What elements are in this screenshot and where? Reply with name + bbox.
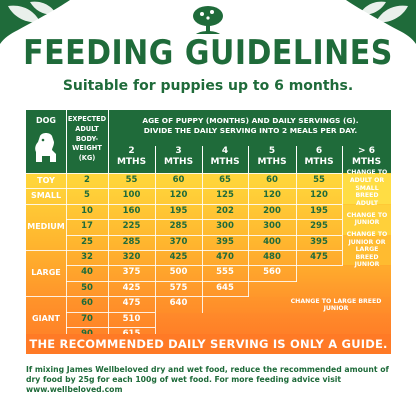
month-header-6: > 6 MTHS [351, 146, 382, 167]
serving-cell: 300 [216, 221, 234, 232]
serving-cell: 400 [263, 236, 281, 247]
serving-cell: 475 [310, 252, 328, 262]
weight-cell: 10 [81, 205, 93, 216]
tree-logo-icon [193, 6, 223, 34]
weight-cell: 32 [81, 252, 93, 262]
serving-cell: 100 [122, 190, 141, 201]
serving-cell: 375 [122, 267, 141, 278]
serving-cell: 120 [169, 190, 188, 201]
serving-cell: 425 [169, 252, 188, 262]
serving-cell: 120 [263, 190, 281, 201]
serving-cell: 65 [219, 175, 231, 185]
page-subtitle: Suitable for puppies up to 6 months. [62, 78, 354, 94]
change-note: CHANGE TO JUNIOR [346, 211, 388, 227]
serving-cell: 480 [263, 252, 281, 262]
serving-cell: 500 [169, 267, 188, 278]
leaf-decoration-icon [346, 0, 416, 44]
serving-cell: 300 [263, 221, 281, 232]
size-label-large: LARGE [31, 268, 61, 277]
month-header-2: 3 MTHS [163, 146, 194, 167]
dog-column-header: DOG [35, 116, 56, 125]
serving-cell: 60 [266, 175, 278, 185]
weight-column-header: EXPECTED ADULT BODY- WEIGHT (KG) [67, 115, 107, 163]
month-header-3: 4 MTHS [210, 146, 240, 167]
weight-cell: 60 [81, 298, 93, 309]
serving-cell: 202 [216, 205, 234, 216]
table-header: DOG EXPECTED ADULT BODY- WEIGHT (KG) AGE… [26, 110, 391, 173]
month-header-1: 2 MTHS [116, 146, 147, 167]
size-label-small: SMALL [30, 191, 62, 201]
serving-cell: 195 [310, 205, 328, 216]
feeding-table: DOG EXPECTED ADULT BODY- WEIGHT (KG) AGE… [26, 110, 391, 354]
weight-cell: 70 [81, 313, 93, 324]
leaf-decoration-icon [0, 0, 70, 44]
serving-cell: 560 [263, 267, 281, 278]
footer-note: If mixing James Wellbeloved dry and wet … [26, 365, 389, 394]
serving-cell: 55 [313, 175, 325, 185]
serving-cell: 575 [169, 282, 188, 293]
change-note: CHANGE TO LARGE BREED JUNIOR [290, 297, 382, 313]
serving-cell: 425 [122, 282, 141, 293]
size-label-medium: MEDIUM [27, 221, 65, 231]
serving-cell: 160 [122, 205, 141, 216]
change-note: CHANGE TO JUNIOR OR LARGE BREED JUNIOR [346, 231, 388, 269]
serving-cell: 645 [216, 282, 234, 293]
serving-cell: 295 [310, 221, 328, 232]
change-note: CHANGE TO ADULT OR SMALL BREED ADULT [346, 169, 388, 207]
age-header: AGE OF PUPPY (MONTHS) AND DAILY SERVINGS… [142, 116, 359, 135]
serving-cell: 60 [172, 175, 185, 185]
weight-cell: 17 [81, 221, 93, 232]
serving-cell: 225 [122, 221, 141, 232]
guide-banner: THE RECOMMENDED DAILY SERVING IS ONLY A … [26, 334, 391, 354]
serving-cell: 120 [310, 190, 328, 201]
serving-cell: 475 [122, 298, 141, 309]
serving-cell: 285 [122, 236, 141, 247]
serving-cell: 510 [122, 313, 141, 324]
serving-cell: 555 [216, 267, 234, 278]
page-title: FEEDING GUIDELINES [23, 33, 393, 74]
serving-cell: 200 [263, 205, 281, 216]
serving-cell: 470 [216, 252, 234, 262]
weight-cell: 40 [81, 267, 93, 278]
serving-cell: 125 [216, 190, 234, 201]
serving-cell: 395 [310, 236, 328, 247]
serving-cell: 55 [125, 175, 138, 185]
serving-cell: 640 [169, 298, 188, 309]
size-label-toy: TOY [37, 176, 55, 185]
size-label-giant: GIANT [32, 314, 60, 324]
weight-cell: 25 [81, 236, 93, 247]
dog-silhouette-icon [35, 133, 56, 162]
month-header-5: 6 MTHS [304, 146, 334, 167]
weight-cell: 5 [84, 190, 90, 201]
serving-cell: 285 [169, 221, 188, 232]
weight-cell: 50 [81, 282, 93, 293]
month-header-4: 5 MTHS [257, 146, 287, 167]
weight-cell: 2 [84, 175, 90, 185]
serving-cell: 195 [169, 205, 188, 216]
serving-cell: 320 [122, 252, 141, 262]
serving-cell: 395 [216, 236, 234, 247]
serving-cell: 370 [169, 236, 188, 247]
